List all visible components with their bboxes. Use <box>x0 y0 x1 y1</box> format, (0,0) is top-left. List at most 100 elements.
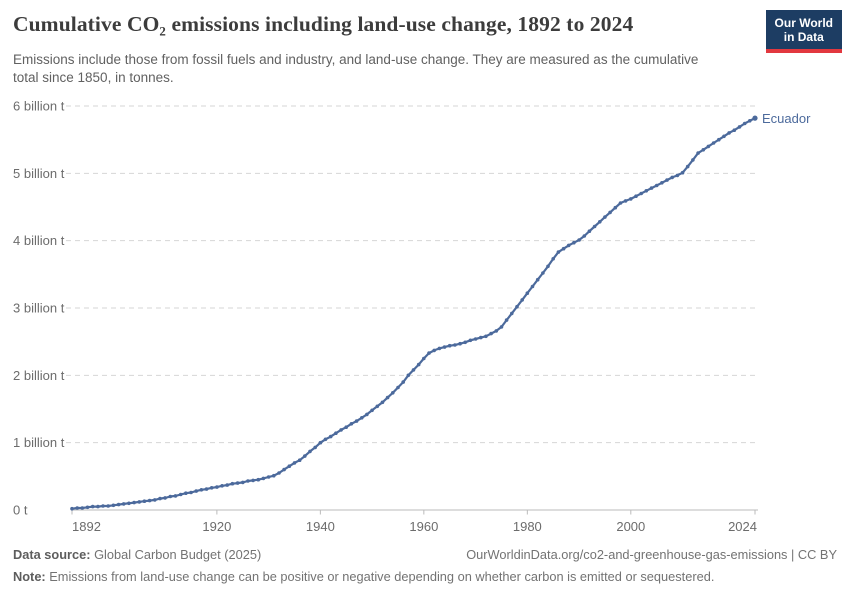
data-point[interactable] <box>173 494 178 498</box>
data-point[interactable] <box>603 215 607 219</box>
data-point[interactable] <box>318 440 323 445</box>
canonical-link[interactable]: OurWorldinData.org/co2-and-greenhouse-ga… <box>466 547 837 562</box>
data-point[interactable] <box>504 318 509 322</box>
data-point[interactable] <box>251 478 255 483</box>
data-point[interactable] <box>468 338 473 343</box>
data-point[interactable] <box>561 246 566 251</box>
data-point[interactable] <box>566 243 571 248</box>
data-point[interactable] <box>520 298 524 302</box>
data-point[interactable] <box>691 158 695 162</box>
data-point[interactable] <box>184 491 188 496</box>
data-point[interactable] <box>618 201 623 205</box>
data-point[interactable] <box>282 467 286 472</box>
data-point[interactable] <box>515 304 519 309</box>
data-point[interactable] <box>194 489 198 493</box>
series-label-ecuador[interactable]: Ecuador <box>762 110 811 126</box>
data-point[interactable] <box>660 181 664 185</box>
data-point[interactable] <box>313 445 318 450</box>
data-point[interactable] <box>147 498 152 503</box>
data-point[interactable] <box>80 506 85 510</box>
data-point[interactable] <box>334 431 338 436</box>
data-point[interactable] <box>629 197 633 201</box>
data-point[interactable] <box>551 257 555 261</box>
data-point[interactable] <box>494 329 499 333</box>
data-point[interactable] <box>675 173 680 178</box>
owid-logo[interactable]: Our World in Data <box>765 10 842 53</box>
data-point[interactable] <box>256 477 261 482</box>
data-point[interactable] <box>432 348 437 353</box>
data-point[interactable] <box>530 284 535 289</box>
data-point[interactable] <box>577 238 581 242</box>
data-point[interactable] <box>241 480 245 485</box>
data-point[interactable] <box>153 498 157 502</box>
data-point[interactable] <box>649 186 654 190</box>
data-point[interactable] <box>220 484 224 488</box>
data-point[interactable] <box>489 331 493 336</box>
data-point[interactable] <box>546 264 550 269</box>
data-point[interactable] <box>613 205 618 210</box>
data-point[interactable] <box>328 434 333 439</box>
data-point[interactable] <box>696 151 700 155</box>
data-point[interactable] <box>685 164 690 169</box>
data-point[interactable] <box>292 461 297 465</box>
data-point[interactable] <box>277 471 281 475</box>
data-point[interactable] <box>427 351 431 355</box>
trend-line[interactable] <box>70 117 757 510</box>
data-point[interactable] <box>396 385 400 390</box>
data-point[interactable] <box>711 141 716 145</box>
data-point[interactable] <box>401 380 406 384</box>
data-point[interactable] <box>742 121 747 126</box>
data-point[interactable] <box>592 224 597 229</box>
data-point[interactable] <box>116 502 121 507</box>
data-point[interactable] <box>272 473 276 478</box>
data-point[interactable] <box>90 504 95 509</box>
data-point[interactable] <box>287 464 292 469</box>
data-point[interactable] <box>556 250 561 254</box>
data-point[interactable] <box>406 373 411 378</box>
data-point[interactable] <box>411 368 416 372</box>
data-point[interactable] <box>163 496 167 500</box>
data-point[interactable] <box>158 496 162 501</box>
data-point[interactable] <box>598 220 602 224</box>
data-point[interactable] <box>680 170 685 175</box>
data-point[interactable] <box>572 240 576 245</box>
data-point[interactable] <box>484 334 488 339</box>
data-point[interactable] <box>737 125 742 129</box>
data-point[interactable] <box>447 343 452 348</box>
data-point[interactable] <box>442 345 447 349</box>
data-point[interactable] <box>385 395 390 400</box>
data-point[interactable] <box>706 144 711 149</box>
data-point[interactable] <box>499 325 504 329</box>
data-point[interactable] <box>209 486 214 490</box>
data-point[interactable] <box>732 128 737 132</box>
data-point[interactable] <box>458 341 462 346</box>
data-point[interactable] <box>230 481 235 486</box>
data-point[interactable] <box>349 422 354 426</box>
data-point[interactable] <box>168 494 173 499</box>
data-point[interactable] <box>752 115 758 121</box>
data-point[interactable] <box>308 449 312 454</box>
data-point[interactable] <box>634 194 638 198</box>
data-point[interactable] <box>339 428 343 432</box>
data-point[interactable] <box>204 487 209 491</box>
data-point[interactable] <box>235 481 240 485</box>
data-point[interactable] <box>748 119 752 123</box>
data-point[interactable] <box>525 291 530 296</box>
data-point[interactable] <box>665 178 669 182</box>
data-point[interactable] <box>639 191 643 196</box>
data-point[interactable] <box>127 501 131 506</box>
data-point[interactable] <box>727 131 731 135</box>
data-point[interactable] <box>360 416 364 420</box>
data-point[interactable] <box>297 458 302 463</box>
data-point[interactable] <box>246 479 250 483</box>
data-point[interactable] <box>416 362 421 367</box>
data-point[interactable] <box>717 137 721 142</box>
data-point[interactable] <box>189 490 193 495</box>
data-point[interactable] <box>323 437 328 442</box>
data-point[interactable] <box>132 500 136 505</box>
data-point[interactable] <box>654 183 659 188</box>
data-point[interactable] <box>473 337 478 341</box>
data-point[interactable] <box>85 505 90 510</box>
